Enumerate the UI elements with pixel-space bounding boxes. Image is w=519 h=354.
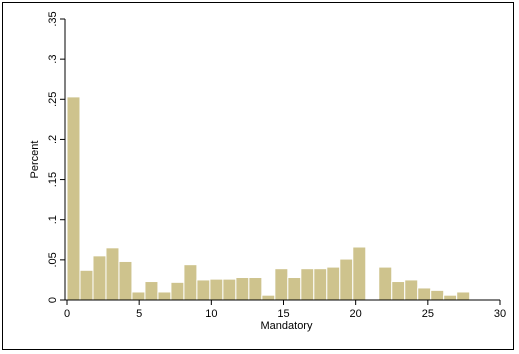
x-ticks-group: 0 5 10 15 20 25 30 <box>64 300 506 320</box>
histogram-bar <box>274 268 289 301</box>
histogram-bar <box>352 246 367 301</box>
x-tick-label: 25 <box>422 308 434 320</box>
histogram-bar <box>417 287 432 301</box>
histogram-bar <box>261 294 276 301</box>
histogram-bar <box>430 289 445 301</box>
histogram-bar <box>248 277 263 301</box>
histogram-bar <box>313 268 328 301</box>
histogram-bar <box>443 294 458 301</box>
histogram-bar <box>105 247 120 301</box>
y-ticks-group: 0 .05 .1 .15 .2 .25 .3 .35 <box>47 11 65 303</box>
histogram-bar <box>66 96 81 301</box>
histogram-bar <box>326 266 341 301</box>
x-axis-title: Mandatory <box>261 320 313 332</box>
x-tick-label: 15 <box>277 308 289 320</box>
x-tick-label: 10 <box>205 308 217 320</box>
histogram-bar <box>222 278 237 301</box>
histogram-bar <box>79 269 94 301</box>
y-tick-label: .3 <box>47 55 59 64</box>
histogram-bar <box>235 277 250 301</box>
x-tick-label: 30 <box>494 308 506 320</box>
histogram-bar <box>144 281 159 301</box>
histogram-bar <box>339 258 354 301</box>
histogram-bar <box>300 268 315 301</box>
y-tick-label: .05 <box>47 252 59 267</box>
histogram-bar <box>131 291 146 301</box>
histogram-bar <box>378 266 393 301</box>
histogram-bar <box>170 281 185 301</box>
y-tick-label: .15 <box>47 172 59 187</box>
histogram-bar <box>209 278 224 301</box>
x-tick-label: 20 <box>350 308 362 320</box>
histogram-bar <box>183 264 198 301</box>
histogram-bar <box>391 281 406 301</box>
bars-group <box>66 96 471 301</box>
y-tick-label: .1 <box>47 215 59 224</box>
histogram-bar <box>92 255 107 301</box>
histogram-bar <box>196 279 211 301</box>
x-tick-label: 0 <box>64 308 70 320</box>
x-tick-label: 5 <box>136 308 142 320</box>
histogram-bar <box>404 279 419 301</box>
y-axis-title: Percent <box>29 141 41 179</box>
histogram-bar <box>118 260 133 301</box>
y-tick-label: .2 <box>47 135 59 144</box>
y-tick-label: .35 <box>47 11 59 26</box>
histogram-bar <box>287 277 302 301</box>
histogram-bar <box>157 291 172 301</box>
y-tick-label: 0 <box>47 297 59 303</box>
y-tick-label: .25 <box>47 92 59 107</box>
histogram-bar <box>456 291 471 301</box>
